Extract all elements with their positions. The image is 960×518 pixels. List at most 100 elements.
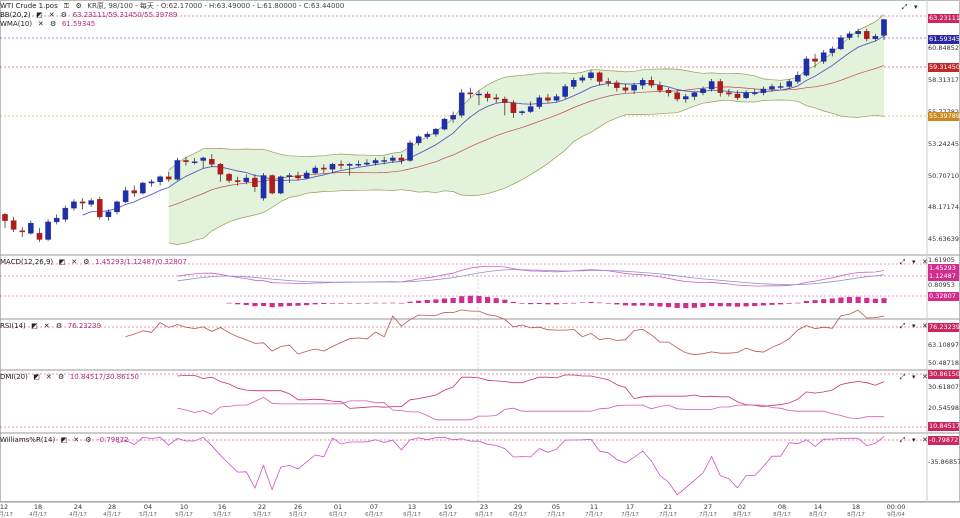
close-icon[interactable]: ✕ (43, 322, 50, 330)
candle-body (260, 175, 267, 199)
candle-body (657, 85, 663, 91)
candle-body (760, 88, 767, 93)
candle-body (777, 86, 784, 88)
candle (743, 90, 749, 100)
menu-icon[interactable]: ▾ (911, 373, 916, 381)
menu-icon[interactable]: ▾ (911, 322, 916, 330)
gear-icon[interactable]: ⚙ (60, 11, 67, 19)
macd-histogram-bar (502, 299, 508, 303)
close-icon[interactable]: ✕ (48, 11, 55, 19)
expand-icon[interactable]: ⤢ (899, 322, 906, 330)
dmi-axis-label: 30.61807 (928, 383, 960, 391)
candle (277, 175, 284, 195)
macd-histogram-bar (536, 303, 542, 305)
time-axis-month: 4月/17 (103, 512, 121, 518)
candle-body (62, 207, 69, 220)
candle-body (545, 97, 551, 101)
expand-icon[interactable]: ⤢ (899, 373, 906, 381)
candle-body (398, 157, 405, 161)
menu-icon[interactable]: ▾ (911, 436, 916, 444)
expand-icon[interactable]: ⤢ (899, 436, 906, 444)
expand-icon[interactable]: ⤢ (901, 3, 908, 11)
price-axis-label: 60.84852 (928, 44, 960, 52)
macd-histogram-bar (467, 295, 473, 303)
expand-icon[interactable]: ⤢ (899, 258, 906, 266)
candle-body (200, 157, 206, 161)
close-icon[interactable]: ✕ (73, 436, 80, 444)
macd-histogram-bar (510, 301, 517, 303)
candle-body (648, 80, 655, 86)
gear-icon[interactable]: ⚙ (49, 20, 57, 28)
candle-body (502, 98, 508, 103)
candle (424, 131, 431, 140)
gear-icon[interactable]: ⚙ (57, 373, 65, 381)
candle-body (803, 58, 810, 76)
gear-icon[interactable]: ⚙ (75, 2, 82, 10)
candle (639, 77, 646, 89)
price-axis-label: 58.31317 (928, 76, 960, 84)
time-axis-tick: 18 (851, 503, 861, 511)
close-icon[interactable]: ✕ (922, 436, 928, 444)
time-axis-tick: 28 (107, 503, 117, 511)
bb-label: BB(20,2) (0, 11, 31, 19)
gear-icon[interactable]: ⚙ (83, 258, 90, 266)
hide-icon[interactable]: ◩ (31, 322, 38, 330)
close-icon[interactable]: ✕ (922, 373, 928, 381)
bb-mid-price-tag: 59.31450 (928, 63, 960, 72)
candle (803, 56, 810, 77)
hide-icon[interactable]: ◩ (60, 436, 68, 444)
macd-histogram-bar (786, 303, 792, 304)
gear-icon[interactable]: ⚙ (85, 436, 92, 444)
time-axis-month: 7月/17 (699, 512, 717, 518)
candle-body (355, 164, 362, 166)
candle (708, 78, 715, 92)
candle-body (622, 87, 629, 91)
candle (303, 170, 310, 180)
close-icon[interactable]: ✕ (71, 258, 78, 266)
macd-histogram-bar (760, 303, 766, 306)
hide-icon[interactable]: ◩ (36, 11, 43, 19)
candle (588, 70, 594, 81)
candle (622, 83, 629, 93)
candle-body (570, 80, 577, 87)
macd-histogram-bar (864, 297, 870, 303)
close-icon[interactable]: ✕ (45, 373, 52, 381)
macd-line (177, 266, 885, 287)
dmi-minus-tag: 10.84517 (928, 422, 960, 431)
candle (71, 199, 77, 211)
bb-low-price-tag: 55.39789 (928, 112, 960, 121)
bb-header: BB(20,2) ◩ ✕ ⚙ 63.23111/59.31450/55.3978… (0, 10, 181, 20)
candle (36, 228, 43, 242)
candle (674, 90, 680, 102)
time-axis-month: 9月/04 (887, 512, 905, 518)
candle-body (277, 176, 284, 194)
candle-body (605, 81, 612, 83)
candle (441, 117, 448, 131)
candle (863, 28, 870, 42)
gear-icon[interactable]: ⚙ (55, 322, 63, 330)
rsi-tag: 76.23239 (928, 323, 960, 332)
macd-histogram-bar (829, 298, 835, 303)
time-axis-tick: 07 (369, 503, 379, 511)
macd-histogram-bar (312, 303, 318, 305)
menu-icon[interactable]: ▾ (911, 258, 916, 266)
candle (355, 160, 362, 167)
macd-histogram-bar (803, 300, 810, 303)
candle-body (174, 160, 181, 180)
hide-icon[interactable]: ◩ (58, 258, 66, 266)
macd-histogram-bar (726, 303, 732, 307)
close-icon[interactable]: ✕ (922, 322, 928, 330)
candle-body (855, 31, 861, 35)
candle (872, 33, 879, 42)
macd-histogram-bar (838, 297, 844, 303)
close-icon[interactable]: ✕ (922, 258, 928, 266)
macd-histogram-bar (398, 302, 404, 304)
macd-histogram-bar (717, 303, 723, 307)
macd-histogram-bar (416, 300, 422, 303)
hide-icon[interactable]: ◩ (33, 373, 40, 381)
close-icon[interactable]: ✕ (37, 20, 44, 28)
time-axis-month: 8月/17 (773, 512, 791, 518)
lock-icon[interactable]: ⚿ (63, 2, 70, 10)
menu-icon[interactable]: ▾ (913, 3, 918, 11)
